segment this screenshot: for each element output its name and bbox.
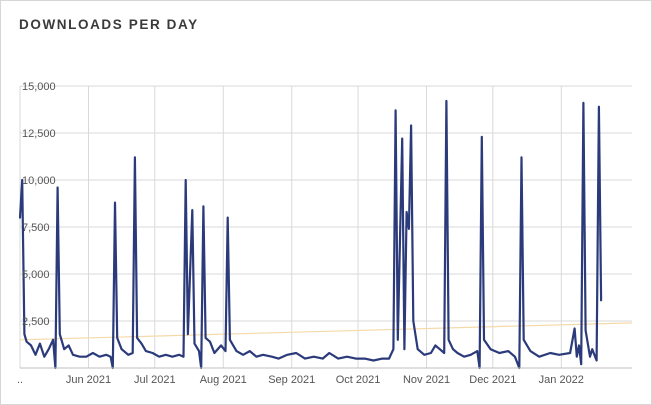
y-tick-label: 15,000 (22, 81, 56, 93)
series-line (18, 99, 603, 370)
y-tick-label: 12,500 (22, 128, 56, 140)
y-tick-label: 2,500 (22, 316, 50, 328)
x-tick-label: Nov 2021 (403, 374, 450, 386)
x-tick-label: Sep 2021 (268, 374, 315, 386)
x-tick-label-first: .. (17, 374, 23, 386)
y-tick-label: 10,000 (22, 175, 56, 187)
chart-title: DOWNLOADS PER DAY (19, 17, 199, 32)
series-layer (18, 99, 603, 370)
x-tick-label: Jul 2021 (134, 374, 176, 386)
x-tick-label: Jun 2021 (66, 374, 111, 386)
x-tick-label: Oct 2021 (336, 374, 381, 386)
grid (19, 85, 632, 368)
trend-line-layer (19, 322, 633, 341)
axis-layer: 2,500 5,000 7,500 10,000 12,500 15,000 Jun 202… (17, 81, 632, 386)
y-tick-label: 5,000 (22, 269, 50, 281)
trend-line (19, 322, 633, 341)
x-tick-label: Jan 2022 (539, 374, 584, 386)
y-tick-label: 7,500 (22, 222, 50, 234)
x-tick-label: Dec 2021 (469, 374, 516, 386)
x-tick-label: Aug 2021 (200, 374, 247, 386)
